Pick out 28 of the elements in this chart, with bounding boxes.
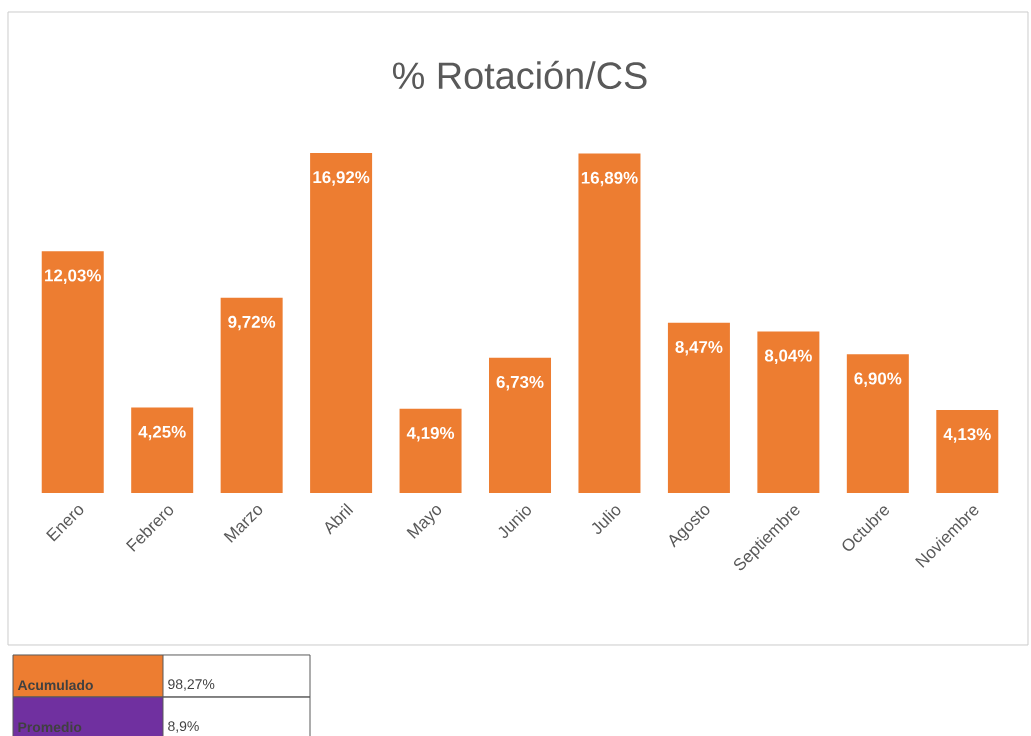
text: Acumulado	[17, 679, 93, 691]
bar	[667, 322, 730, 493]
data-label: 4,19%	[406, 426, 455, 442]
bar	[41, 251, 104, 493]
chart-title: % Rotación/CS	[393, 60, 647, 90]
text: Promedio	[18, 721, 82, 733]
bar	[131, 407, 194, 493]
bar	[399, 408, 462, 493]
data-label: 12,03%	[45, 269, 101, 284]
data-label: 16,89%	[581, 171, 638, 187]
data-label: 8,04%	[764, 349, 812, 365]
bar	[220, 297, 283, 493]
data-label: 4,13%	[943, 428, 991, 443]
bar	[757, 331, 820, 493]
data-label: 6,73%	[496, 375, 544, 391]
data-label: 9,72%	[228, 315, 276, 331]
bar	[936, 409, 999, 493]
data-label: 6,90%	[854, 372, 902, 387]
text: 8,9%	[168, 721, 199, 733]
bar	[489, 357, 552, 493]
text: 98,27%	[168, 679, 215, 691]
data-label: 4,25%	[138, 425, 186, 441]
bar	[578, 153, 641, 493]
x-tick-label: Julio	[591, 506, 621, 535]
data-label: 16,92%	[313, 171, 370, 186]
data-label: 8,47%	[675, 340, 723, 356]
bar	[310, 152, 373, 493]
bar	[846, 354, 909, 493]
